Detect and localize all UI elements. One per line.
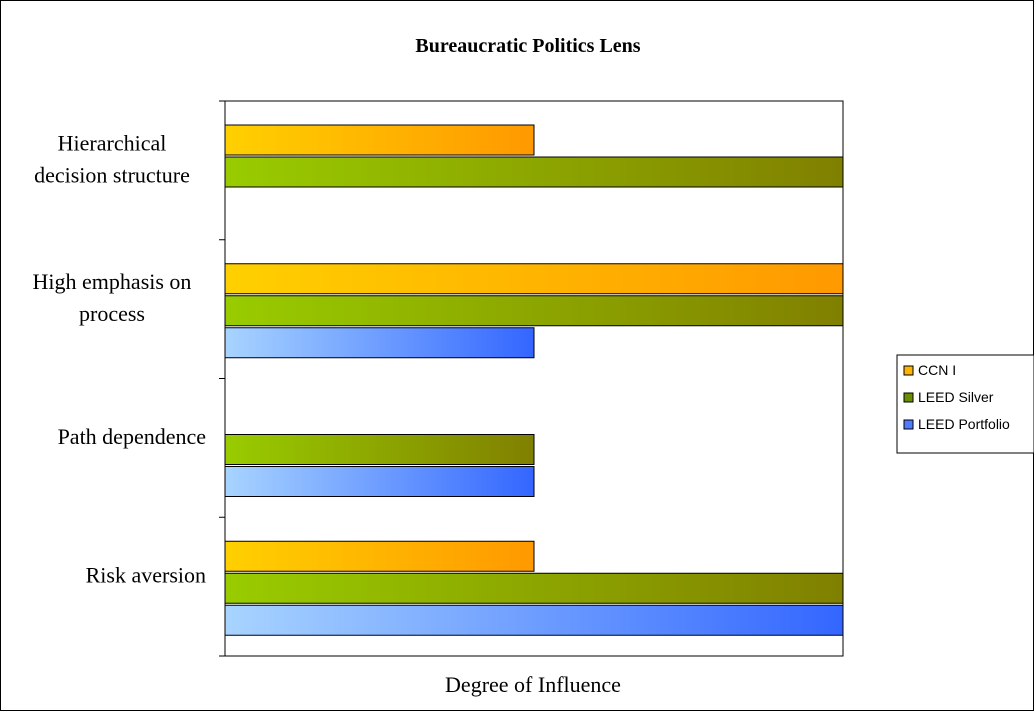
legend-box	[896, 354, 1034, 454]
bar-ccn-i-1	[224, 263, 844, 295]
bar-leed-silver-1	[224, 295, 844, 327]
bar-leed-silver-3	[224, 572, 844, 604]
bar-leed-silver-2	[224, 434, 535, 465]
bar-leed-portfolio-1	[224, 327, 535, 359]
legend: CCN I LEED Silver LEED Portfolio	[896, 354, 1034, 454]
category-label: Risk aversion	[86, 563, 206, 588]
legend-swatch-leed-silver	[903, 392, 914, 403]
legend-label: LEED Silver	[918, 389, 994, 405]
bar-ccn-i-0	[224, 124, 535, 156]
category-label: Hierarchical decision structure	[34, 130, 190, 187]
category-label: High emphasis on process	[33, 269, 192, 326]
chart-title: Bureaucratic Politics Lens	[415, 35, 640, 57]
category-label: Path dependence	[58, 424, 206, 449]
legend-swatch-leed-portfolio	[903, 419, 914, 430]
legend-swatch-ccn-i	[903, 365, 914, 376]
plot-area: Hierarchical decision structure High empha…	[33, 100, 844, 657]
bar-leed-portfolio-3	[224, 604, 844, 636]
x-axis-label: Degree of Influence	[445, 672, 621, 697]
legend-label: LEED Portfolio	[918, 416, 1010, 432]
bar-ccn-i-3	[224, 540, 535, 572]
legend-label: CCN I	[918, 362, 956, 378]
bar-leed-portfolio-2	[224, 466, 535, 497]
bar-leed-silver-0	[224, 156, 844, 188]
